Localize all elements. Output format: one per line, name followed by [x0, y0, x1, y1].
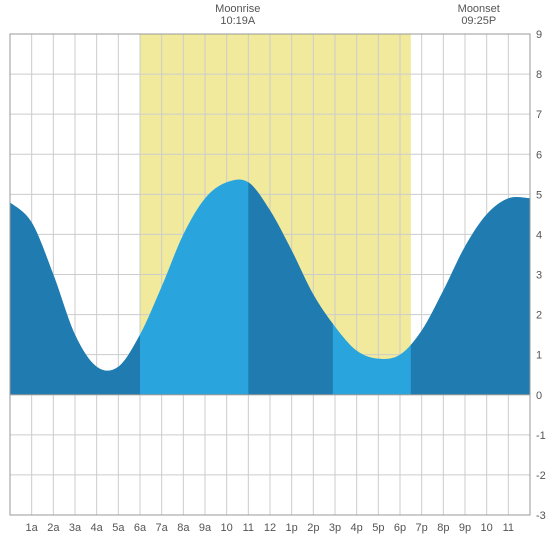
svg-text:1: 1	[536, 350, 542, 362]
svg-text:8a: 8a	[177, 522, 190, 534]
svg-text:1a: 1a	[26, 522, 39, 534]
svg-text:7: 7	[536, 109, 542, 121]
svg-text:5a: 5a	[112, 522, 125, 534]
svg-text:6p: 6p	[394, 522, 406, 534]
moonrise-title: Moonrise	[215, 3, 260, 15]
moon-labels: Moonrise 10:19A Moonset 09:25P	[10, 3, 540, 33]
svg-text:10: 10	[481, 522, 493, 534]
svg-text:9p: 9p	[459, 522, 471, 534]
svg-text:12: 12	[264, 522, 276, 534]
svg-text:-1: -1	[536, 430, 546, 442]
svg-text:0: 0	[536, 390, 542, 402]
svg-text:2p: 2p	[307, 522, 319, 534]
svg-text:5p: 5p	[372, 522, 384, 534]
svg-text:11: 11	[243, 522, 254, 534]
svg-text:3: 3	[536, 270, 542, 282]
tide-chart: Moonrise 10:19A Moonset 09:25P -3-2-1012…	[0, 0, 550, 550]
svg-text:2a: 2a	[47, 522, 60, 534]
svg-text:2: 2	[536, 310, 542, 322]
svg-text:9a: 9a	[199, 522, 212, 534]
svg-text:8: 8	[536, 69, 542, 81]
moonset-time: 09:25P	[458, 15, 500, 27]
svg-text:3p: 3p	[329, 522, 341, 534]
svg-text:10: 10	[221, 522, 233, 534]
svg-text:3a: 3a	[69, 522, 82, 534]
svg-text:1p: 1p	[286, 522, 298, 534]
svg-text:4: 4	[536, 229, 542, 241]
chart-svg: -3-2-101234567891a2a3a4a5a6a7a8a9a101112…	[0, 0, 550, 550]
svg-text:6: 6	[536, 149, 542, 161]
moonrise-time: 10:19A	[215, 15, 260, 27]
svg-text:4p: 4p	[351, 522, 363, 534]
svg-text:4a: 4a	[91, 522, 104, 534]
svg-text:-3: -3	[536, 510, 546, 522]
svg-text:11: 11	[503, 522, 514, 534]
moonset-title: Moonset	[458, 3, 500, 15]
moonset-label: Moonset 09:25P	[458, 3, 500, 27]
svg-text:5: 5	[536, 189, 542, 201]
svg-text:7p: 7p	[416, 522, 428, 534]
moonrise-label: Moonrise 10:19A	[215, 3, 260, 27]
svg-text:-2: -2	[536, 470, 546, 482]
svg-text:7a: 7a	[156, 522, 169, 534]
svg-text:6a: 6a	[134, 522, 147, 534]
svg-text:8p: 8p	[437, 522, 449, 534]
